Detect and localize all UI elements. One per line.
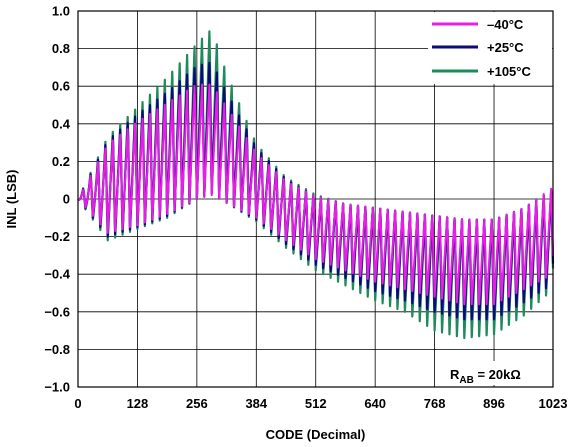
y-tick-label: 1.0 bbox=[52, 4, 70, 19]
rab-annotation-subscript: AB bbox=[459, 375, 473, 386]
x-tick-label: 768 bbox=[424, 396, 446, 411]
x-tick-label: 0 bbox=[74, 396, 81, 411]
x-tick-label: 640 bbox=[364, 396, 386, 411]
x-tick-label: 1023 bbox=[539, 396, 568, 411]
plot-frame bbox=[77, 10, 554, 388]
legend-label-minus40: –40°C bbox=[487, 17, 524, 32]
legend-label-105: +105°C bbox=[487, 64, 531, 79]
x-tick-label: 512 bbox=[305, 396, 327, 411]
y-tick-label: −0.8 bbox=[44, 342, 70, 357]
rab-annotation: RAB = 20kΩ bbox=[450, 367, 521, 386]
legend: –40°C +25°C +105°C bbox=[428, 12, 552, 84]
x-tick-label: 384 bbox=[245, 396, 267, 411]
y-tick-label: −0.6 bbox=[44, 304, 70, 319]
y-tick-label: 0.2 bbox=[52, 154, 70, 169]
y-tick-label: 0.6 bbox=[52, 79, 70, 94]
rab-annotation-value: = 20kΩ bbox=[474, 367, 521, 382]
y-tick-label: 0.4 bbox=[52, 116, 71, 131]
x-tick-label: 896 bbox=[483, 396, 505, 411]
y-tick-label: 0.8 bbox=[52, 41, 70, 56]
y-tick-label: −0.2 bbox=[44, 229, 70, 244]
y-tick-labels: 1.0 0.8 0.6 0.4 0.2 0 −0.2 −0.4 −0.6 −0.8 −1.0 bbox=[44, 4, 70, 395]
y-tick-label: −1.0 bbox=[44, 380, 70, 395]
y-tick-label: −0.4 bbox=[44, 267, 70, 282]
y-tick-label: 0 bbox=[63, 192, 70, 207]
series-line-0 bbox=[77, 83, 554, 306]
annotation-background bbox=[444, 361, 544, 385]
x-axis-title: CODE (Decimal) bbox=[266, 427, 366, 442]
legend-label-25: +25°C bbox=[487, 40, 524, 55]
x-tick-label: 256 bbox=[186, 396, 208, 411]
rab-annotation-r: R bbox=[450, 367, 460, 382]
y-axis-title: INL (LSB) bbox=[4, 170, 19, 229]
x-tick-labels: 0 128 256 384 512 640 768 896 1023 bbox=[74, 396, 567, 411]
x-tick-label: 128 bbox=[127, 396, 149, 411]
series-group bbox=[77, 30, 555, 340]
